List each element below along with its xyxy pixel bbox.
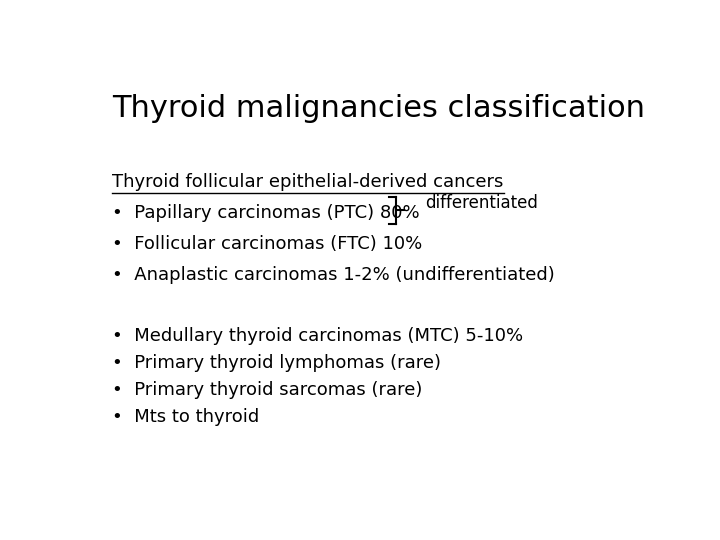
Text: differentiated: differentiated: [425, 194, 538, 212]
Text: •  Papillary carcinomas (PTC) 80%: • Papillary carcinomas (PTC) 80%: [112, 204, 420, 222]
Text: Thyroid malignancies classification: Thyroid malignancies classification: [112, 94, 645, 123]
Text: Thyroid follicular epithelial-derived cancers: Thyroid follicular epithelial-derived ca…: [112, 173, 504, 191]
Text: •  Mts to thyroid: • Mts to thyroid: [112, 408, 260, 426]
Text: •  Primary thyroid lymphomas (rare): • Primary thyroid lymphomas (rare): [112, 354, 441, 372]
Text: •  Follicular carcinomas (FTC) 10%: • Follicular carcinomas (FTC) 10%: [112, 235, 423, 253]
Text: •  Medullary thyroid carcinomas (MTC) 5-10%: • Medullary thyroid carcinomas (MTC) 5-1…: [112, 327, 523, 345]
Text: •  Primary thyroid sarcomas (rare): • Primary thyroid sarcomas (rare): [112, 381, 423, 399]
Text: •  Anaplastic carcinomas 1-2% (undifferentiated): • Anaplastic carcinomas 1-2% (undifferen…: [112, 266, 555, 285]
